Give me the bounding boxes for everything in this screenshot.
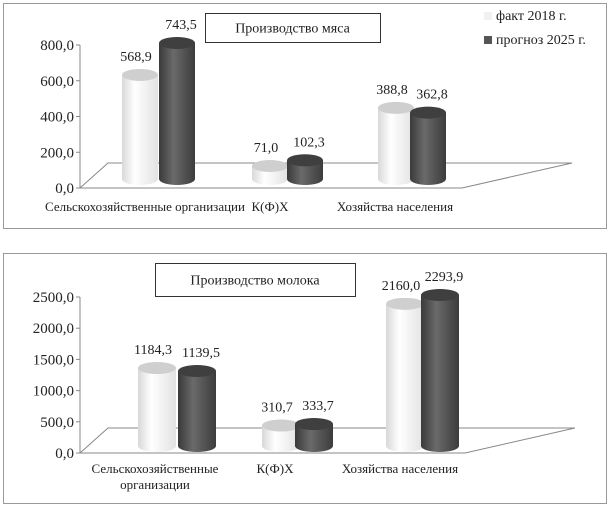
bar-body	[262, 425, 300, 452]
bar-top	[295, 418, 333, 431]
data-label: 333,7	[302, 399, 334, 414]
y-tick-label: 1000,0	[33, 384, 74, 400]
bar-forecast-1	[295, 418, 333, 452]
y-tick-label: 600,0	[40, 74, 74, 90]
y-tick-label: 500,0	[40, 415, 74, 431]
data-label: 743,5	[165, 18, 197, 33]
bar-top	[386, 297, 424, 310]
data-label: 102,3	[293, 135, 325, 150]
bar-forecast-1	[287, 154, 323, 185]
y-tick-label: 0,0	[55, 181, 74, 197]
bar-top	[262, 419, 300, 432]
data-label: 310,7	[261, 401, 293, 416]
y-tick-label: 200,0	[40, 145, 74, 161]
bar-top	[410, 106, 446, 119]
bar-body	[386, 303, 424, 452]
category-label: Хозяйства населения	[342, 461, 458, 476]
bar-top	[122, 68, 158, 81]
chart-title-box	[155, 263, 356, 297]
category-label-line: организации	[120, 477, 190, 492]
bar-forecast-2	[410, 106, 446, 185]
y-tick-label: 400,0	[40, 110, 74, 126]
y-tick-label: 2500,0	[33, 290, 74, 306]
data-label: 71,0	[254, 141, 279, 156]
bar-fact-1	[252, 160, 288, 185]
bar-body	[295, 424, 333, 452]
bar-top	[138, 362, 176, 375]
bar-top	[287, 154, 323, 167]
data-label: 1184,3	[134, 343, 172, 358]
bar-body	[159, 43, 195, 185]
chart-floor	[78, 162, 573, 189]
bar-forecast-0	[159, 37, 195, 185]
bar-top	[178, 364, 216, 377]
chart-1: 0,0 200,0 400,0 600,0 800,0 Производство мяса…	[3, 3, 607, 229]
data-label: 388,8	[376, 83, 408, 98]
category-label: Сельскохозяйственные организации	[92, 461, 219, 492]
data-label: 2160,0	[382, 279, 421, 294]
y-tick-label: 2000,0	[33, 321, 74, 337]
category-label: Хозяйства населения	[337, 199, 453, 214]
bar-body	[178, 370, 216, 452]
bar-body	[410, 112, 446, 185]
data-label: 362,8	[416, 88, 448, 103]
bar-body	[421, 295, 459, 452]
y-tick-label: 1500,0	[33, 352, 74, 368]
chart-title-box	[205, 13, 381, 43]
category-label-line: Сельскохозяйственные	[92, 461, 219, 476]
chart-2: 0,0 500,0 1000,0 1500,0 2000,0 2500,0 Производ…	[3, 253, 607, 504]
bar-top	[421, 289, 459, 301]
data-label: 2293,9	[425, 270, 464, 285]
category-label: К(Ф)Х	[257, 461, 295, 476]
bar-body	[122, 74, 158, 185]
chart-title: Производство мяса	[235, 22, 350, 37]
bar-top	[159, 37, 195, 49]
legend-label: факт 2018 г.	[496, 9, 567, 24]
bar-fact-0	[122, 68, 158, 185]
bar-forecast-2	[421, 289, 459, 452]
bar-top	[378, 101, 414, 114]
chart-title: Производство молока	[190, 274, 320, 289]
bar-body	[138, 368, 176, 452]
bar-fact-2	[386, 297, 424, 452]
data-label: 1139,5	[182, 346, 220, 361]
legend-swatch-fact	[484, 12, 492, 20]
bar-fact-0	[138, 362, 176, 452]
legend-swatch-forecast	[484, 36, 492, 44]
bar-body	[287, 160, 323, 185]
bar-fact-1	[262, 419, 300, 452]
bar-top	[252, 160, 288, 173]
y-tick-label: 800,0	[40, 38, 74, 54]
bar-forecast-0	[178, 364, 216, 452]
data-label: 568,9	[120, 50, 152, 65]
category-label: К(Ф)Х	[252, 199, 290, 214]
category-label: Сельскохозяйственные организации	[45, 199, 245, 214]
bar-body	[378, 107, 414, 185]
legend-label: прогноз 2025 г.	[496, 33, 586, 48]
y-tick-label: 0,0	[55, 446, 74, 462]
bar-fact-2	[378, 101, 414, 185]
